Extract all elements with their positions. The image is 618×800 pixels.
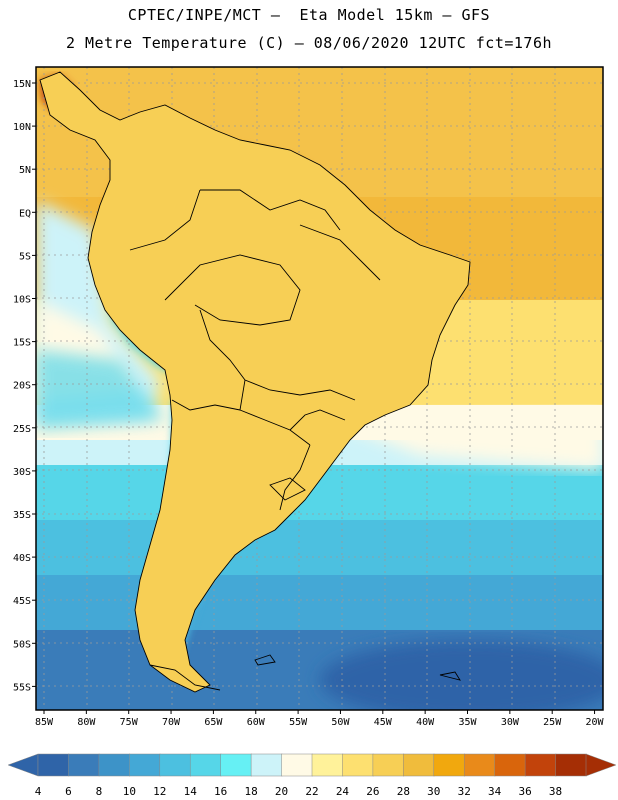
lon-label: 25W (543, 717, 562, 728)
lat-label: 40S (13, 553, 31, 564)
lat-label: 5N (19, 165, 31, 176)
colorbar-swatch (494, 753, 526, 777)
lon-label: 55W (289, 717, 308, 728)
lon-label: 50W (331, 717, 350, 728)
colorbar-right-arrow (585, 753, 617, 777)
lon-label: 45W (374, 717, 393, 728)
colorbar-label: 20 (275, 785, 288, 798)
lon-label: 80W (77, 717, 96, 728)
lat-label: EQ (19, 208, 31, 219)
colorbar-label: 24 (336, 785, 350, 798)
lat-label: 10N (13, 122, 31, 133)
longitude-labels: 85W 80W 75W 70W 65W 60W 55W 50W 45W 40W 35W 30W 25W 2… (35, 710, 605, 728)
colorbar-swatch (555, 753, 587, 777)
colorbar-swatch (311, 753, 344, 777)
colorbar-label: 36 (518, 785, 531, 798)
colorbar-swatch (98, 753, 131, 777)
colorbar-label: 8 (96, 785, 103, 798)
lat-label: 30S (13, 467, 31, 478)
lon-label: 40W (416, 717, 435, 728)
colorbar-swatch (463, 753, 496, 777)
lat-label: 55S (13, 682, 31, 693)
map-title-line1: CPTEC/INPE/MCT – Eta Model 15km – GFS (127, 6, 491, 24)
lon-label: 35W (458, 717, 477, 728)
lat-label: 45S (13, 596, 31, 607)
lon-label: 20W (586, 717, 605, 728)
colorbar-label: 16 (214, 785, 227, 798)
lat-label: 15S (13, 338, 31, 349)
colorbar-left-arrow (7, 753, 39, 777)
lon-label: 75W (120, 717, 139, 728)
colorbar-swatch (250, 753, 283, 777)
colorbar-swatch (281, 753, 313, 777)
lat-label: 50S (13, 639, 31, 650)
colorbar-label: 14 (184, 785, 198, 798)
lon-label: 70W (162, 717, 181, 728)
colorbar-label: 26 (366, 785, 379, 798)
colorbar-swatch (37, 753, 70, 777)
colorbar-label: 4 (35, 785, 42, 798)
colorbar-label: 10 (123, 785, 136, 798)
lat-label: 25S (13, 424, 31, 435)
colorbar-label: 22 (305, 785, 318, 798)
colorbar-label: 32 (458, 785, 471, 798)
coastlines-borders (39, 71, 471, 693)
lat-label: 5S (19, 251, 31, 262)
colorbar-label: 12 (153, 785, 166, 798)
lon-label: 30W (501, 717, 520, 728)
colorbar-swatch (68, 753, 100, 777)
colorbar-label: 18 (244, 785, 257, 798)
colorbar-label: 38 (549, 785, 562, 798)
latitude-labels: 15N 10N 5N EQ 5S 10S 15S 20S 25S 30S 35S 40S 45S 50S 5… (13, 79, 36, 693)
colorbar-swatch (159, 753, 191, 777)
colorbar-swatch (342, 753, 374, 777)
colorbar: 4 6 8 10 12 14 16 18 20 22 24 26 28 30 32 34 36 38 (7, 753, 617, 798)
lat-label: 35S (13, 510, 31, 521)
lon-label: 65W (204, 717, 223, 728)
colorbar-label: 6 (65, 785, 72, 798)
colorbar-swatch (403, 753, 435, 777)
colorbar-label: 34 (488, 785, 502, 798)
lon-label: 60W (247, 717, 266, 728)
colorbar-swatch (433, 753, 465, 777)
map-frame (35, 66, 604, 711)
colorbar-swatch (129, 753, 161, 777)
colorbar-swatch (524, 753, 557, 777)
lat-label: 10S (13, 295, 31, 306)
colorbar-label: 30 (427, 785, 440, 798)
lat-label: 20S (13, 381, 31, 392)
colorbar-label: 28 (397, 785, 410, 798)
colorbar-swatch (372, 753, 405, 777)
map-title-line2: 2 Metre Temperature (C) – 08/06/2020 12U… (65, 34, 553, 52)
lat-label: 15N (13, 79, 31, 90)
colorbar-swatch (220, 753, 252, 777)
colorbar-swatch (189, 753, 222, 777)
lon-label: 85W (35, 717, 54, 728)
